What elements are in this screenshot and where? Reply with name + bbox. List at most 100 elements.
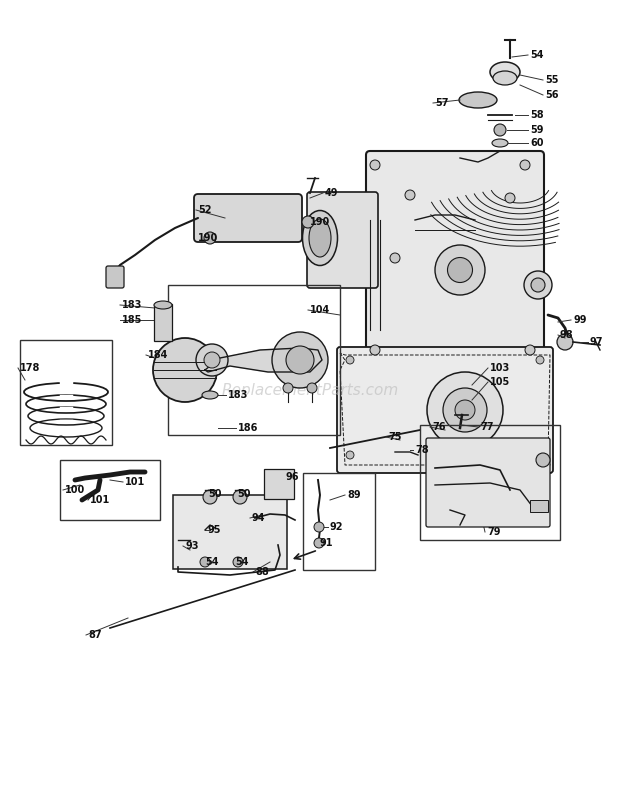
Circle shape xyxy=(200,557,210,567)
Bar xyxy=(20,340,112,445)
Text: 103: 103 xyxy=(490,363,510,373)
Text: 88: 88 xyxy=(255,567,268,577)
Circle shape xyxy=(536,453,550,467)
Circle shape xyxy=(536,451,544,459)
Text: 183: 183 xyxy=(228,390,249,400)
Text: 97: 97 xyxy=(590,337,603,347)
Circle shape xyxy=(520,160,530,170)
Circle shape xyxy=(314,538,324,548)
Text: 183: 183 xyxy=(122,300,143,310)
Text: 57: 57 xyxy=(435,98,448,108)
Text: 52: 52 xyxy=(198,205,211,215)
Ellipse shape xyxy=(202,391,218,399)
Circle shape xyxy=(455,400,475,420)
Polygon shape xyxy=(205,348,322,372)
Circle shape xyxy=(286,346,314,374)
Ellipse shape xyxy=(154,301,172,309)
Circle shape xyxy=(557,334,573,350)
Text: 75: 75 xyxy=(388,432,402,442)
Text: 100: 100 xyxy=(65,485,86,495)
Circle shape xyxy=(233,490,247,504)
Ellipse shape xyxy=(493,71,517,85)
Circle shape xyxy=(346,356,354,364)
Circle shape xyxy=(427,372,503,448)
Circle shape xyxy=(272,332,328,388)
Text: 96: 96 xyxy=(286,472,299,482)
Text: 89: 89 xyxy=(347,490,361,500)
Circle shape xyxy=(370,345,380,355)
Circle shape xyxy=(153,338,217,402)
Text: 76: 76 xyxy=(432,422,446,432)
Text: 184: 184 xyxy=(148,350,169,360)
Text: 185: 185 xyxy=(122,315,143,325)
Text: 93: 93 xyxy=(185,541,198,551)
Text: 98: 98 xyxy=(560,330,574,340)
Text: 190: 190 xyxy=(198,233,218,243)
Text: 104: 104 xyxy=(310,305,330,315)
Text: 186: 186 xyxy=(238,423,259,433)
Bar xyxy=(303,473,375,570)
FancyBboxPatch shape xyxy=(173,495,287,569)
FancyBboxPatch shape xyxy=(154,304,172,341)
Text: 55: 55 xyxy=(545,75,559,85)
Text: 50: 50 xyxy=(208,489,221,499)
Bar xyxy=(420,425,560,540)
Circle shape xyxy=(204,232,216,244)
Bar xyxy=(60,460,160,520)
FancyBboxPatch shape xyxy=(366,151,544,369)
Text: 190: 190 xyxy=(310,217,330,227)
Circle shape xyxy=(405,190,415,200)
Text: 56: 56 xyxy=(545,90,559,100)
FancyBboxPatch shape xyxy=(307,192,378,288)
Text: 79: 79 xyxy=(487,527,500,537)
Text: 178: 178 xyxy=(20,363,40,373)
FancyBboxPatch shape xyxy=(426,438,550,527)
Text: ReplacementParts.com: ReplacementParts.com xyxy=(221,383,399,398)
Bar xyxy=(530,500,548,512)
Circle shape xyxy=(204,352,220,368)
Text: 54: 54 xyxy=(235,557,249,567)
Text: 94: 94 xyxy=(252,513,265,523)
Text: 78: 78 xyxy=(415,445,428,455)
Text: 95: 95 xyxy=(207,525,221,535)
Ellipse shape xyxy=(531,278,545,292)
Ellipse shape xyxy=(459,92,497,108)
Circle shape xyxy=(283,383,293,393)
Text: 50: 50 xyxy=(237,489,250,499)
Circle shape xyxy=(233,557,243,567)
Circle shape xyxy=(494,124,506,136)
Ellipse shape xyxy=(435,245,485,295)
Circle shape xyxy=(307,383,317,393)
Ellipse shape xyxy=(492,139,508,147)
Ellipse shape xyxy=(448,257,472,282)
Text: 54: 54 xyxy=(205,557,218,567)
Circle shape xyxy=(346,451,354,459)
Text: 87: 87 xyxy=(88,630,102,640)
Ellipse shape xyxy=(490,62,520,82)
Circle shape xyxy=(196,344,228,376)
Ellipse shape xyxy=(303,210,337,265)
Ellipse shape xyxy=(524,271,552,299)
Text: 99: 99 xyxy=(573,315,587,325)
Text: 49: 49 xyxy=(325,188,339,198)
Circle shape xyxy=(536,356,544,364)
Text: 92: 92 xyxy=(330,522,343,532)
Text: 77: 77 xyxy=(480,422,494,432)
Circle shape xyxy=(505,193,515,203)
Circle shape xyxy=(525,345,535,355)
Ellipse shape xyxy=(309,219,331,257)
Circle shape xyxy=(370,160,380,170)
Circle shape xyxy=(203,490,217,504)
Text: 101: 101 xyxy=(125,477,145,487)
Text: 101: 101 xyxy=(90,495,110,505)
Bar xyxy=(168,285,340,435)
Text: 105: 105 xyxy=(490,377,510,387)
Text: 54: 54 xyxy=(530,50,544,60)
FancyBboxPatch shape xyxy=(264,469,294,499)
Circle shape xyxy=(390,253,400,263)
FancyBboxPatch shape xyxy=(106,266,124,288)
Circle shape xyxy=(302,216,314,228)
Text: 59: 59 xyxy=(530,125,544,135)
Text: 60: 60 xyxy=(530,138,544,148)
FancyBboxPatch shape xyxy=(337,347,553,473)
